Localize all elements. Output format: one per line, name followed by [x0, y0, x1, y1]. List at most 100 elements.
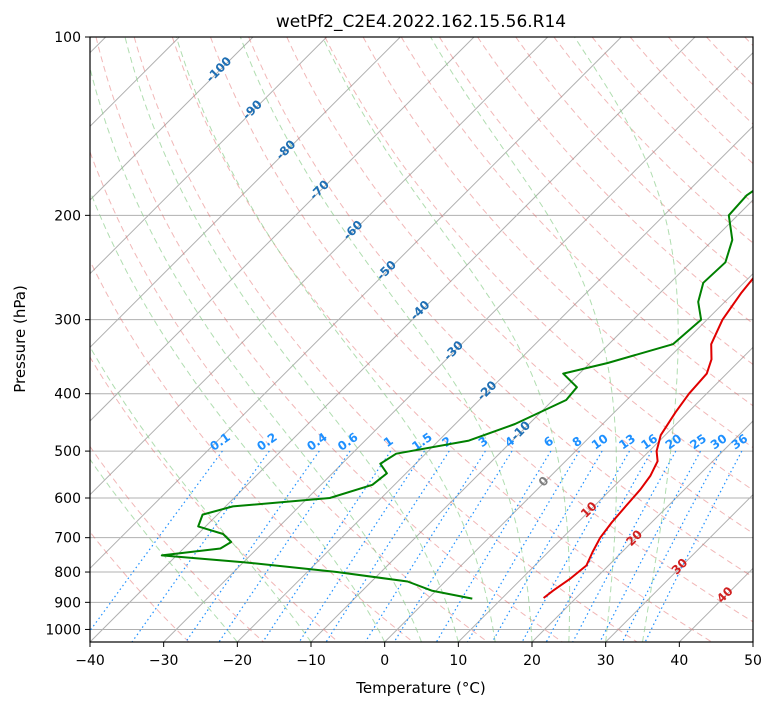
dry-adiabat-line [324, 37, 753, 491]
mixing-ratio-label: 0.4 [304, 430, 329, 454]
mixing-ratio-line [298, 450, 425, 642]
mixing-ratio-label: 0.1 [207, 430, 232, 454]
mixing-ratio-line [435, 450, 552, 642]
isotherm-line [163, 51, 753, 642]
mixing-ratio-label: 0.2 [254, 430, 279, 454]
dry-adiabat-line [210, 37, 753, 623]
moist-adiabat-line [239, 37, 533, 642]
isotherm-line [90, 37, 696, 642]
mixing-ratio-line [90, 450, 223, 632]
x-tick-label: 10 [449, 653, 467, 669]
isotherm-label: -80 [273, 137, 298, 162]
x-tick-label: 20 [523, 653, 541, 669]
dry-adiabat-line [668, 37, 753, 125]
x-tick-label: −30 [149, 653, 179, 669]
mixing-ratio-line [466, 450, 580, 642]
y-tick-label: 900 [54, 595, 81, 611]
y-tick-label: 700 [54, 531, 81, 547]
y-axis-ticks: 100 200 300 400 500 600 700 800 900 1000 [45, 30, 90, 638]
y-tick-label: 400 [54, 387, 81, 403]
moist-adiabat-line [574, 37, 679, 642]
moist-adiabat-line [430, 37, 617, 642]
dry-adiabat-line [400, 37, 753, 407]
mixing-ratio-line [621, 450, 722, 642]
x-tick-label: 30 [597, 653, 615, 669]
chart-title: wetPf2_C2E4.2022.162.15.56.R14 [276, 12, 566, 32]
y-tick-label: 600 [54, 491, 81, 507]
dry-adiabat-line [90, 356, 339, 642]
x-tick-label: 0 [380, 653, 389, 669]
profile-series [160, 189, 753, 600]
temperature-profile-line [542, 276, 753, 599]
isotherm-line [90, 37, 549, 496]
isotherm-line [310, 199, 753, 642]
isotherm-label: -70 [307, 177, 332, 202]
mixing-ratio-line [393, 450, 513, 642]
dry-adiabat-label: 0 [536, 474, 552, 490]
dry-adiabat-line [171, 37, 712, 642]
y-tick-label: 500 [54, 444, 81, 460]
dry-adiabat-line [95, 37, 563, 642]
isotherm-line [90, 37, 254, 201]
isotherm-label: -50 [374, 258, 399, 283]
mixing-ratio-line [131, 450, 270, 642]
isotherm-label: -90 [240, 97, 265, 122]
y-tick-label: 800 [54, 565, 81, 581]
dry-adiabat-line [286, 37, 753, 534]
grid-layer [90, 37, 753, 642]
dry-adiabat-label: 20 [623, 527, 645, 549]
dry-adiabat-line [706, 37, 753, 86]
isotherm-line [605, 493, 753, 642]
y-tick-label: 200 [54, 208, 81, 224]
moist-adiabat-line [322, 37, 571, 642]
dry-adiabat-line [133, 37, 638, 642]
mixing-ratio-line [491, 450, 603, 642]
mixing-ratio-label: 0.6 [335, 430, 360, 454]
mixing-ratio-line [521, 450, 631, 642]
dry-adiabat-line [744, 37, 753, 47]
isotherm-label: -30 [441, 338, 466, 363]
mixing-ratio-label: 1 [381, 434, 396, 450]
mixing-ratio-line [572, 450, 677, 642]
mixing-ratio-line [364, 450, 486, 642]
background-lines [90, 37, 753, 642]
isotherm-line [531, 420, 753, 642]
isotherm-line [678, 567, 753, 642]
moist-adiabat-line [90, 189, 386, 642]
dry-adiabat-line [90, 150, 488, 642]
y-tick-label: 1000 [45, 622, 81, 638]
mixing-ratio-label: 30 [708, 431, 730, 452]
x-tick-label: −10 [296, 653, 326, 669]
dry-adiabat-line [553, 37, 753, 244]
isotherm-line [384, 272, 753, 642]
dry-adiabat-line [438, 37, 753, 366]
mixing-ratio-line [185, 450, 320, 642]
plot-frame [89, 36, 754, 643]
isotherm-line [90, 37, 475, 422]
mixing-ratio-label: 8 [570, 434, 585, 450]
mixing-ratio-line [262, 450, 392, 642]
isotherm-line [752, 641, 753, 642]
x-tick-label: 50 [744, 653, 762, 669]
isotherm-line [236, 125, 753, 642]
dry-adiabat-line [248, 37, 753, 578]
dry-adiabat-line [362, 37, 753, 449]
isotherm-label: -20 [474, 378, 499, 403]
moist-adiabat-line [90, 345, 312, 642]
mixing-ratio-line [325, 450, 450, 642]
y-tick-label: 300 [54, 313, 81, 329]
moist-adiabat-line [124, 37, 459, 642]
dry-adiabat-label: 30 [669, 556, 691, 578]
dry-adiabat-line [591, 37, 753, 204]
mixing-ratio-label: 25 [687, 431, 709, 452]
isotherm-line [90, 37, 328, 275]
x-axis-label: Temperature (°C) [355, 679, 485, 697]
isotherm-label: -100 [203, 54, 234, 85]
x-axis-ticks: −40 −30 −20 −10 0 10 20 30 40 50 [75, 642, 762, 669]
isotherm-line [90, 37, 401, 349]
isotherm-label: -60 [340, 218, 365, 243]
dry-adiabat-line [90, 259, 414, 642]
mixing-ratio-line [599, 450, 702, 642]
dry-adiabat-label: 10 [578, 499, 600, 521]
